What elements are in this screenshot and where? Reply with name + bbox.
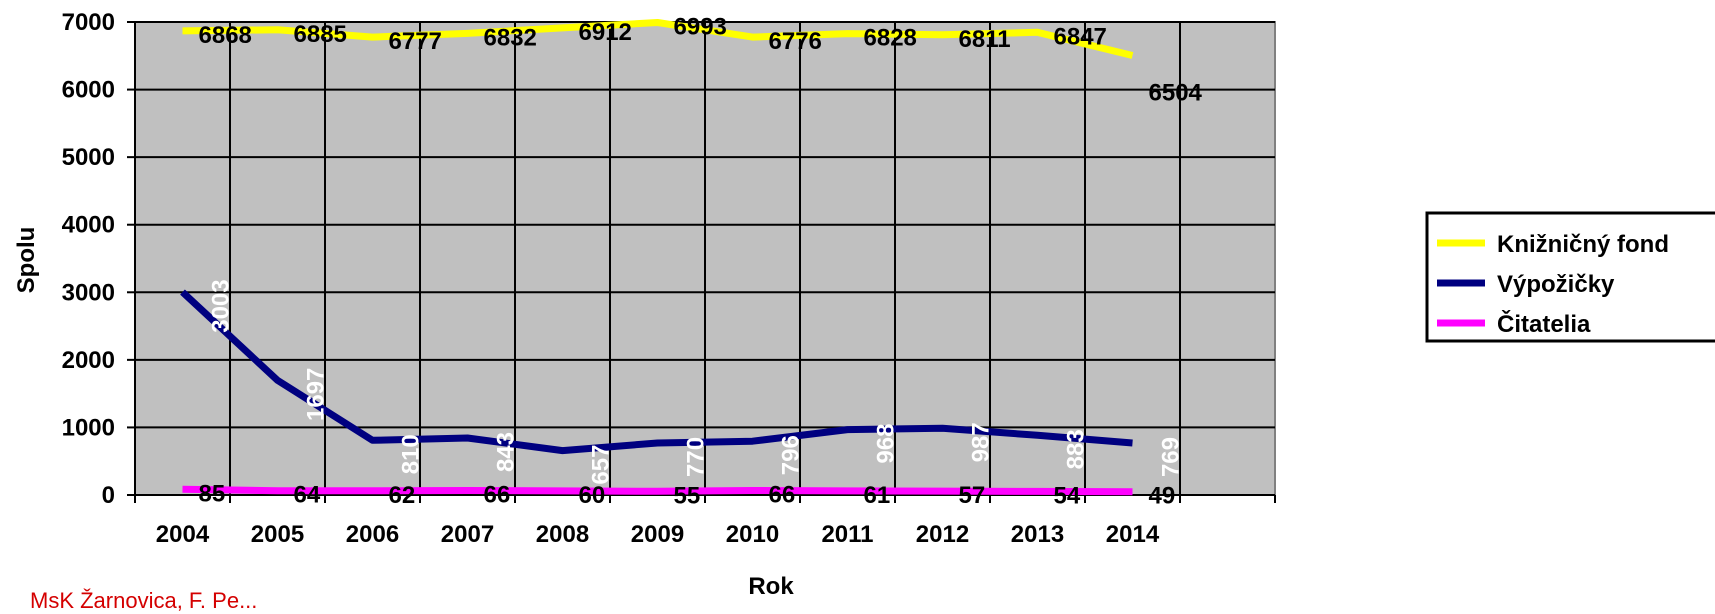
x-axis-title: Rok: [748, 573, 794, 600]
data-label: 54: [1054, 482, 1081, 509]
data-label: 6504: [1149, 80, 1203, 107]
data-label: 6993: [674, 13, 727, 40]
data-label: 66: [484, 482, 511, 509]
data-label: 60: [579, 482, 606, 509]
x-tick-label: 2014: [1106, 521, 1160, 548]
x-tick-label: 2012: [916, 521, 969, 548]
y-tick-label: 2000: [62, 347, 115, 374]
data-label: 968: [873, 424, 900, 464]
data-label: 987: [968, 422, 995, 462]
x-tick-label: 2007: [441, 521, 494, 548]
x-tick-label: 2013: [1011, 521, 1064, 548]
data-label: 85: [199, 480, 226, 507]
data-label: 62: [389, 482, 416, 509]
y-axis-title: Spolu: [13, 227, 40, 294]
series-line: [180, 289, 1133, 455]
data-label: 6828: [864, 25, 917, 52]
data-label: 55: [674, 482, 701, 509]
data-label: 770: [683, 437, 710, 477]
y-tick-label: 5000: [62, 144, 115, 171]
x-tick-label: 2008: [536, 521, 589, 548]
x-tick-label: 2011: [821, 521, 873, 548]
data-label: 6777: [389, 28, 442, 55]
legend: Knižničný fond Výpožičky Čitatelia: [1425, 211, 1715, 343]
data-label: 6912: [579, 19, 632, 46]
y-tick-label: 7000: [62, 9, 115, 36]
x-tick-label: 2009: [631, 521, 684, 548]
data-label: 6885: [294, 21, 347, 48]
series-line: [182, 485, 1133, 496]
data-label: 843: [493, 432, 520, 472]
y-tick-label: 1000: [62, 414, 115, 441]
data-label: 3003: [208, 279, 235, 332]
data-label: 6847: [1054, 23, 1107, 50]
y-tick-label: 4000: [62, 212, 115, 239]
footer-text: MsK Žarnovica, F. Pe...: [30, 588, 258, 613]
data-label: 66: [769, 482, 796, 509]
x-tick-label: 2010: [726, 521, 779, 548]
x-tick-label: 2006: [346, 521, 399, 548]
data-label: 61: [864, 482, 891, 509]
data-label: 6776: [769, 28, 822, 55]
data-label: 810: [398, 434, 425, 474]
x-tick-label: 2005: [251, 521, 304, 548]
legend-label: Výpožičky: [1497, 271, 1615, 298]
legend-label: Knižničný fond: [1497, 231, 1669, 258]
data-labels: 6868 6885 6777 6832 6912 6993 6776 6828 6811 6847…: [199, 13, 1203, 509]
x-tick-label: 2004: [156, 521, 210, 548]
y-tick-label: 0: [102, 482, 115, 509]
series-lines: [180, 19, 1134, 496]
horizontal-gridlines: [135, 21, 1275, 496]
x-tick-labels: 2004 2005 2006 2007 2008 2009 2010 2011 2012 2013…: [156, 521, 1160, 548]
data-label: 657: [588, 445, 615, 485]
data-label: 6811: [959, 26, 1011, 53]
y-tick-label: 3000: [62, 279, 115, 306]
data-label: 6832: [484, 24, 537, 51]
vertical-gridlines: [229, 22, 1181, 495]
data-label: 64: [294, 482, 321, 509]
data-label: 1697: [303, 368, 330, 421]
data-label: 769: [1158, 437, 1185, 477]
data-label: 796: [778, 435, 805, 475]
data-label: 6868: [199, 22, 252, 49]
y-tick-label: 6000: [62, 77, 115, 104]
data-label: 57: [959, 482, 986, 509]
series-line: [182, 19, 1134, 59]
data-label: 883: [1063, 429, 1090, 469]
data-label: 49: [1149, 483, 1176, 510]
y-tick-labels: 0 1000 2000 3000 4000 5000 6000 7000: [62, 9, 115, 509]
legend-label: Čitatelia: [1497, 310, 1591, 338]
